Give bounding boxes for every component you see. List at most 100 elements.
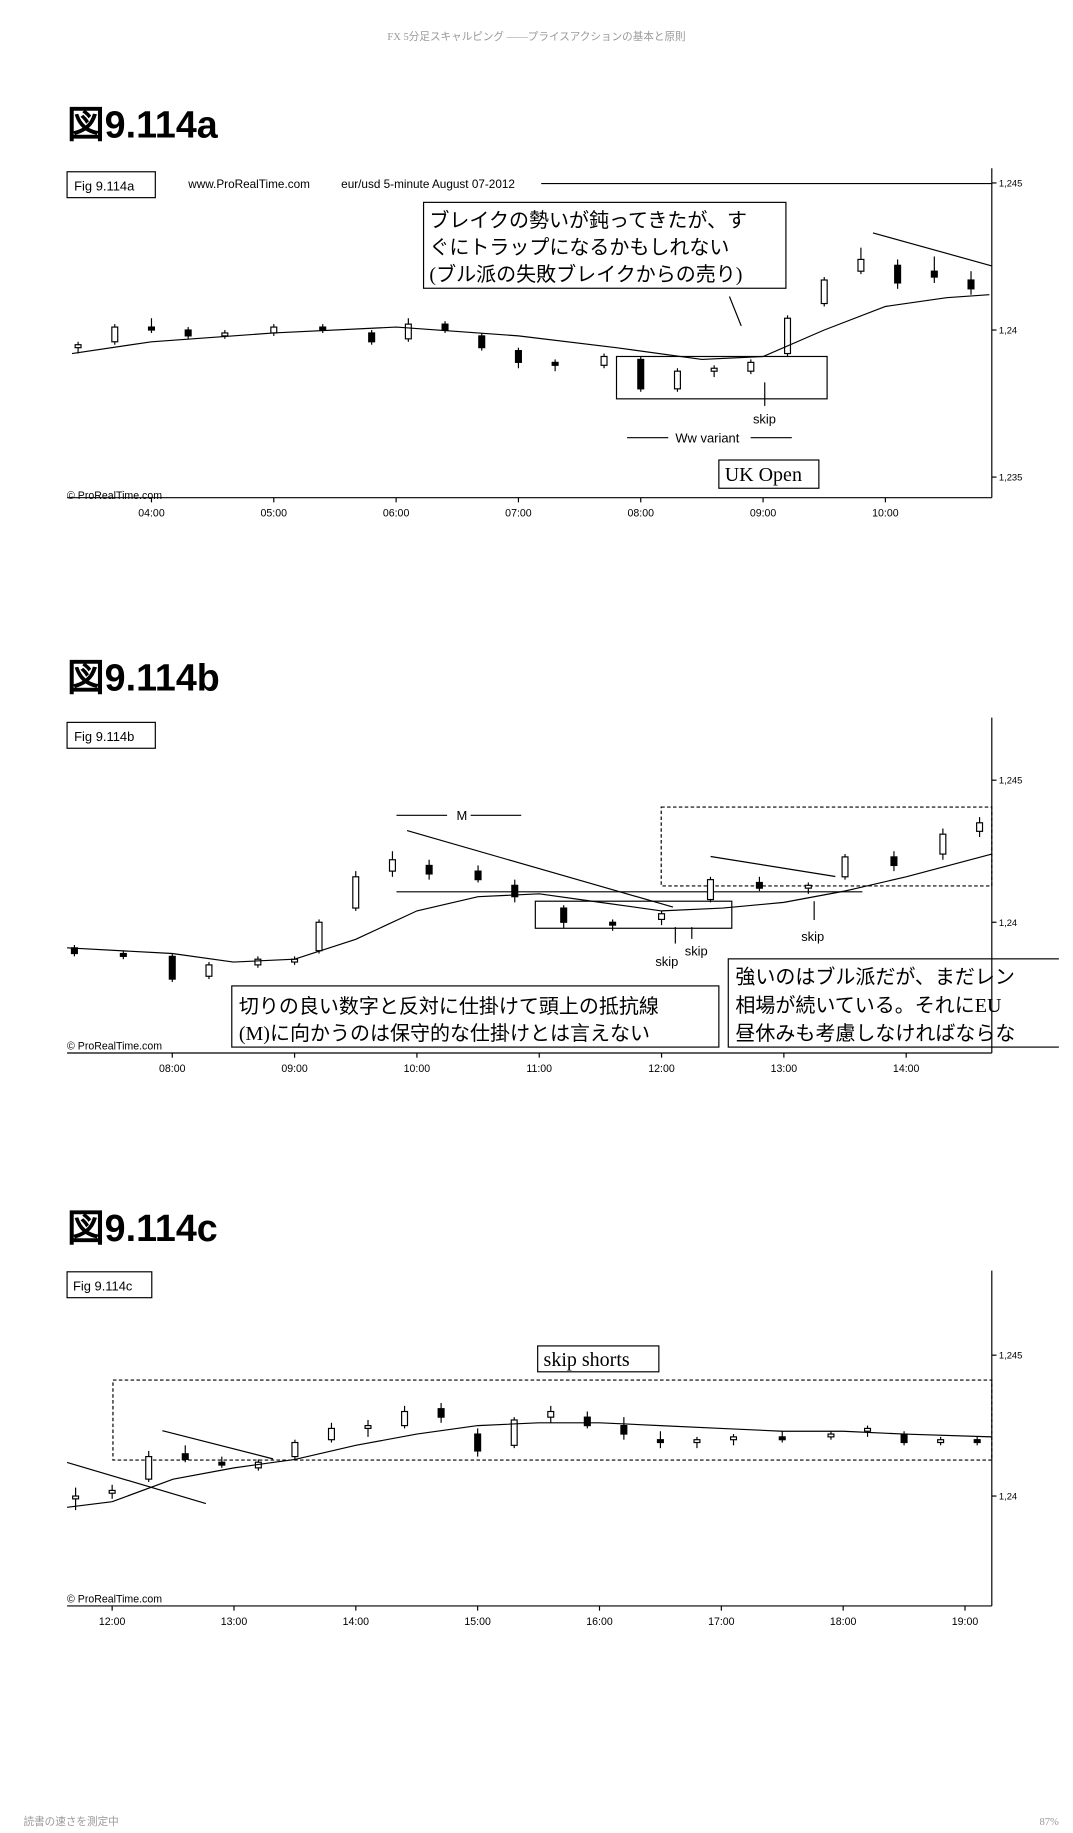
annotation: skip	[801, 929, 824, 944]
candle-body	[890, 856, 898, 867]
candle-body	[973, 1439, 981, 1444]
candle-body	[967, 279, 975, 290]
candle-body	[108, 1489, 116, 1494]
figure-label: Fig 9.114a	[74, 179, 135, 194]
candle-body	[478, 335, 486, 349]
annotation: Ww variant	[675, 430, 739, 445]
candle-body	[319, 326, 327, 331]
x-tick-label: 04:00	[138, 507, 165, 519]
x-tick-label: 15:00	[464, 1616, 491, 1628]
candle-body	[184, 329, 192, 337]
candle-body	[894, 264, 902, 284]
candle-body	[864, 1427, 872, 1432]
candle-body	[710, 367, 718, 372]
candle-body	[729, 1436, 738, 1441]
reading-status: 読書の速さを測定中	[24, 1815, 119, 1828]
candle-body	[147, 326, 156, 331]
figure-label: Fig 9.114b	[74, 729, 134, 744]
candle-body	[474, 870, 482, 881]
figure-title: 図9.114c	[67, 1207, 218, 1249]
candle-body	[620, 1425, 628, 1435]
range-box	[660, 806, 993, 887]
candle-body	[778, 1436, 786, 1441]
candle-body	[583, 1416, 591, 1427]
label-box	[66, 171, 156, 199]
x-tick-label: 11:00	[526, 1063, 552, 1075]
annotation: skip	[685, 943, 708, 958]
candle-body	[930, 270, 938, 278]
candle-body	[747, 361, 755, 372]
note: (ブル派の失敗ブレイクからの売り)	[429, 262, 742, 286]
candle-body	[218, 1461, 226, 1466]
note: 強いのはブル派だが、まだレン	[735, 965, 1015, 989]
candle-body	[368, 332, 376, 343]
candle-body	[514, 350, 522, 363]
x-tick-label: 12:00	[99, 1616, 126, 1628]
y-tick-label: 1,245	[999, 1350, 1023, 1361]
note: ブレイクの勢いが鈍ってきたが、す	[429, 208, 747, 232]
candle-body	[441, 323, 449, 331]
candle-body	[401, 1410, 409, 1427]
candle-body	[364, 1425, 372, 1430]
candle-body	[205, 964, 213, 977]
info: eur/usd 5-minute August 07-2012	[341, 178, 515, 191]
candle-body	[857, 258, 865, 272]
candle-body	[474, 1433, 482, 1452]
candle-body	[291, 1441, 299, 1458]
label-box	[66, 721, 156, 749]
moving-average	[67, 1422, 992, 1508]
y-tick-label: 1,245	[999, 177, 1023, 188]
annotation-box	[537, 1345, 660, 1373]
moving-average	[71, 294, 990, 361]
annotation: UK Open	[725, 464, 802, 486]
annotation: skip	[753, 412, 776, 427]
x-tick-label: 07:00	[505, 507, 532, 519]
candle-body	[937, 1439, 945, 1444]
candle-body	[706, 879, 715, 901]
candle-body	[637, 358, 645, 390]
candle-body	[820, 279, 828, 305]
candle-body	[755, 881, 763, 889]
annotation: M	[456, 808, 467, 823]
note: 相場が続いている。それにEU	[735, 994, 1002, 1017]
arrow	[728, 296, 742, 327]
annotation: skip shorts	[544, 1349, 630, 1371]
annotation: skip	[655, 954, 678, 969]
x-tick-label: 16:00	[586, 1616, 613, 1628]
candle-body	[327, 1427, 335, 1441]
candle-body	[352, 876, 360, 909]
range-box	[615, 355, 828, 400]
copyright: © ProRealTime.com	[67, 1040, 162, 1052]
x-tick-label: 14:00	[343, 1616, 370, 1628]
range-box	[112, 1379, 993, 1461]
annotation-box	[718, 459, 820, 489]
candle-body	[841, 856, 849, 878]
x-tick-label: 06:00	[383, 507, 410, 519]
figure-label: Fig 9.114c	[73, 1279, 133, 1294]
trend-line	[710, 855, 836, 878]
x-tick-label: 17:00	[708, 1616, 735, 1628]
x-tick-label: 19:00	[952, 1616, 979, 1628]
candle-body	[72, 1495, 80, 1500]
y-tick-label: 1,235	[999, 472, 1023, 483]
x-tick-label: 09:00	[281, 1063, 308, 1075]
x-tick-label: 13:00	[771, 1063, 798, 1075]
candle-body	[551, 361, 559, 366]
y-tick-label: 1,24	[999, 917, 1017, 928]
candle-body	[656, 1439, 664, 1444]
figure-title: 図9.114b	[67, 657, 220, 699]
y-tick-label: 1,24	[999, 325, 1017, 336]
x-tick-label: 10:00	[404, 1063, 431, 1075]
x-tick-label: 18:00	[830, 1616, 857, 1628]
note: 切りの良い数字と反対に仕掛けて頭上の抵抗線	[239, 995, 659, 1018]
candle-body	[560, 907, 568, 923]
candle-body	[784, 317, 792, 355]
x-tick-label: 13:00	[221, 1616, 248, 1628]
clipped-note: 強いのはブル派だが、まだレン 相場が続いている。それにEU 昼休みも考慮しなけれ…	[727, 958, 1059, 1048]
trend-line	[872, 232, 992, 267]
candle-body	[168, 955, 176, 980]
x-tick-label: 08:00	[159, 1063, 186, 1075]
candle-body	[693, 1439, 701, 1444]
